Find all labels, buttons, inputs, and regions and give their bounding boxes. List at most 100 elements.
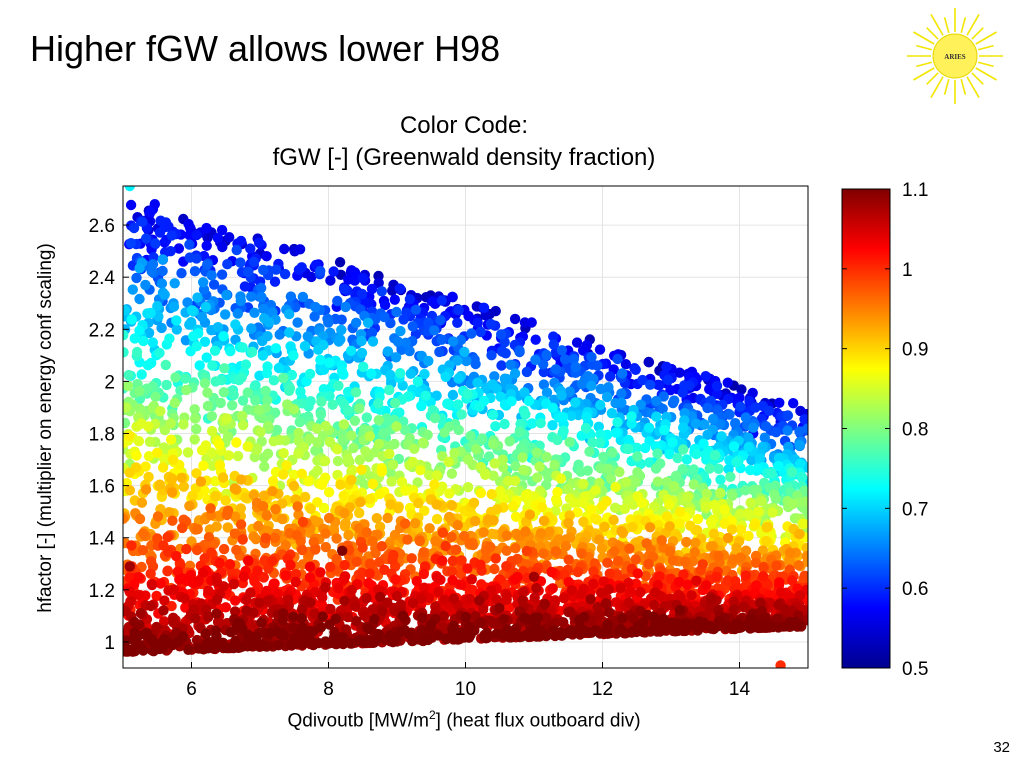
data-point [604, 568, 615, 579]
data-point [127, 284, 138, 295]
data-point [232, 308, 243, 319]
data-point [563, 517, 574, 529]
data-point [673, 576, 685, 588]
data-point [320, 541, 331, 553]
data-point [436, 334, 447, 345]
data-point [246, 291, 257, 302]
data-point [178, 419, 189, 430]
data-point [243, 555, 254, 566]
data-point [775, 660, 786, 668]
data-point [386, 476, 397, 487]
data-point [339, 508, 350, 519]
data-point [800, 496, 808, 507]
data-point [356, 347, 368, 359]
data-point [736, 621, 748, 632]
data-point [218, 543, 230, 555]
data-point [364, 558, 376, 570]
data-point [320, 636, 331, 647]
data-point [385, 499, 396, 510]
data-point [444, 488, 455, 499]
data-point [664, 499, 675, 510]
data-point [165, 418, 176, 429]
data-point [267, 555, 278, 567]
data-point [199, 336, 211, 347]
data-point [539, 598, 551, 610]
data-point [157, 265, 168, 277]
data-point [369, 613, 380, 625]
data-point [556, 390, 567, 401]
data-point [324, 390, 335, 402]
data-point [735, 552, 746, 563]
data-point [220, 495, 231, 506]
data-point [659, 424, 670, 436]
data-point [351, 317, 362, 328]
data-point [598, 451, 609, 463]
data-point [179, 593, 190, 604]
data-point [281, 460, 292, 471]
data-point [552, 486, 563, 498]
data-point [245, 243, 256, 254]
data-point [531, 583, 542, 594]
data-point [674, 518, 685, 529]
data-point [125, 199, 137, 211]
data-point [342, 386, 354, 398]
data-point [134, 513, 146, 525]
data-point [793, 560, 804, 571]
data-point [228, 578, 240, 590]
data-point [535, 417, 546, 429]
data-point [259, 555, 270, 566]
data-point [678, 422, 689, 433]
data-point [342, 405, 353, 416]
data-point [264, 628, 275, 639]
data-point [171, 324, 182, 335]
logo-text: ARIES [944, 53, 966, 61]
data-point [153, 311, 164, 322]
data-point [637, 374, 648, 386]
data-point [750, 402, 761, 413]
data-point [766, 468, 777, 479]
data-point [284, 308, 295, 320]
data-point [232, 450, 244, 462]
data-point [488, 470, 499, 481]
data-point [259, 461, 270, 472]
data-point [310, 544, 321, 555]
data-point [400, 485, 411, 496]
data-point [183, 218, 194, 230]
data-point [610, 481, 621, 493]
data-point [605, 473, 617, 484]
data-point [361, 593, 372, 604]
data-point [184, 239, 195, 250]
data-point [799, 570, 808, 581]
data-point [531, 447, 543, 458]
data-point [514, 345, 525, 356]
data-point [489, 458, 500, 469]
data-point [650, 463, 662, 474]
data-point [210, 376, 221, 387]
data-point [171, 550, 182, 562]
data-point [560, 540, 572, 552]
data-point [612, 417, 623, 428]
data-point [651, 395, 662, 407]
data-point [510, 511, 522, 522]
data-point [288, 638, 300, 650]
data-point [538, 366, 549, 378]
data-point [204, 524, 215, 535]
data-point [603, 584, 615, 595]
data-point [152, 533, 163, 544]
data-point [599, 521, 610, 532]
data-point [246, 323, 257, 334]
data-point [338, 283, 350, 295]
data-point [269, 532, 280, 544]
data-point [472, 377, 483, 388]
data-point [462, 389, 473, 400]
data-point [373, 438, 385, 450]
data-point [313, 344, 324, 355]
data-point [211, 608, 222, 619]
data-point [177, 522, 188, 534]
data-point [350, 387, 362, 398]
data-point [508, 500, 519, 512]
data-point [147, 337, 158, 348]
data-point [738, 602, 750, 613]
data-point [616, 388, 627, 399]
data-point [486, 489, 497, 500]
